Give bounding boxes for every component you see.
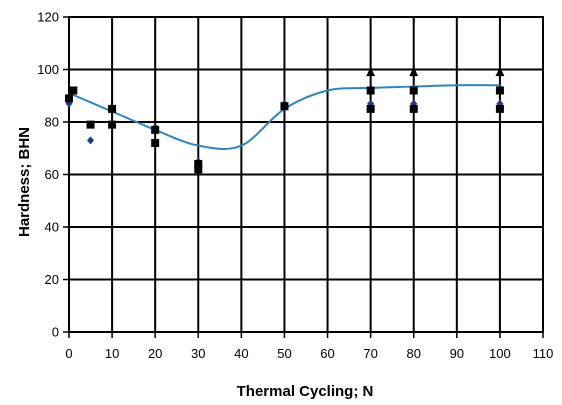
x-tick-label: 80 [406, 346, 420, 361]
x-tick-label: 50 [277, 346, 291, 361]
square-marker [280, 102, 289, 111]
square-marker [69, 86, 78, 95]
x-tick-label: 20 [148, 346, 162, 361]
y-tick-label: 80 [45, 115, 59, 130]
y-tick-label: 20 [45, 272, 59, 287]
x-tick-label: 40 [234, 346, 248, 361]
square-marker [409, 104, 418, 113]
tick-labels: 0 10 20 30 40 50 60 70 80 90 100 110 0 20 40 60 80 100 120 [37, 10, 553, 362]
y-tick-label: 40 [45, 220, 59, 235]
square-marker [151, 139, 160, 147]
y-tick-label: 120 [37, 10, 59, 25]
square-marker [366, 104, 375, 113]
x-tick-label: 70 [363, 346, 377, 361]
y-tick-label: 100 [37, 62, 59, 77]
y-tick-label: 60 [45, 167, 59, 182]
square-marker [194, 160, 203, 168]
square-marker [86, 120, 95, 129]
diamond-marker [87, 136, 95, 145]
x-tick-label: 90 [450, 346, 464, 361]
y-tick-label: 0 [52, 325, 59, 340]
x-tick-label: 0 [65, 346, 72, 361]
triangle-marker [366, 67, 376, 77]
triangle-marker [495, 67, 505, 77]
y-axis-title: Hardness; BHN [16, 127, 33, 237]
square-marker [366, 86, 375, 95]
x-tick-label: 110 [533, 346, 554, 361]
grid [68, 16, 544, 333]
square-marker [151, 125, 160, 134]
square-marker [108, 104, 117, 113]
x-tick-label: 10 [105, 346, 119, 361]
square-marker [409, 86, 418, 95]
x-tick-label: 30 [191, 346, 205, 361]
square-marker [495, 86, 504, 95]
x-tick-label: 60 [320, 346, 334, 361]
x-axis-title: Thermal Cycling; N [237, 383, 374, 400]
triangle-marker [409, 67, 419, 77]
square-marker [108, 120, 117, 129]
square-marker [495, 104, 504, 113]
data-points [65, 67, 505, 174]
square-marker [65, 94, 73, 103]
square-marker [194, 165, 203, 174]
x-tick-label: 100 [489, 346, 511, 361]
